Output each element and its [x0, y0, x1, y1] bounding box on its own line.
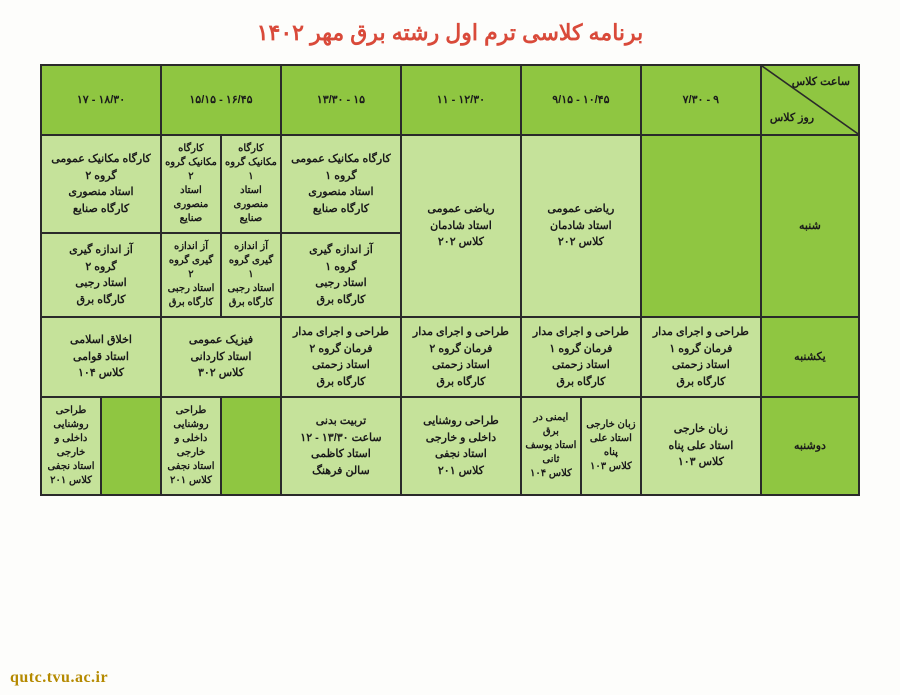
sun-c6: اخلاق اسلامیاستاد قوامیکلاس ۱۰۴ — [41, 317, 161, 397]
time-slot-6: ۱۸/۳۰ - ۱۷ — [41, 65, 161, 135]
sun-c4: طراحی و اجرای مدارفرمان گروه ۲استاد زحمت… — [281, 317, 401, 397]
mon-c5b: طراحی روشنایی داخلی و خارجیاستاد نجفیکلا… — [161, 397, 221, 495]
sun-c3: طراحی و اجرای مدارفرمان گروه ۲استاد زحمت… — [401, 317, 521, 397]
time-slot-5: ۱۶/۴۵ - ۱۵/۱۵ — [161, 65, 281, 135]
watermark: qutc.tvu.ac.ir — [10, 669, 108, 687]
mon-c2a: زبان خارجیاستاد علی پناهکلاس ۱۰۳ — [581, 397, 641, 495]
page-title: برنامه کلاسی ترم اول رشته برق مهر ۱۴۰۲ — [40, 20, 860, 46]
sun-c2: طراحی و اجرای مدارفرمان گروه ۱استاد زحمت… — [521, 317, 641, 397]
mon-c4: تربیت بدنیساعت ۱۳/۳۰ - ۱۲استاد کاظمیسالن… — [281, 397, 401, 495]
mon-c6b: طراحی روشنایی داخلی و خارجیاستاد نجفیکلا… — [41, 397, 101, 495]
mon-c5a-blank — [221, 397, 281, 495]
mon-row: دوشنبه زبان خارجیاستاد علی پناهکلاس ۱۰۳ … — [41, 397, 859, 495]
sat-slot1-blank — [641, 135, 761, 317]
day-monday: دوشنبه — [761, 397, 859, 495]
sat-mech-g1-half: کارگاه مکانیک گروه ۱استاد منصوریصنایع — [221, 135, 281, 233]
schedule-table: ساعت کلاس روز کلاس ۹ - ۷/۳۰ ۱۰/۴۵ - ۹/۱۵… — [40, 64, 860, 496]
corner-bottom-label: روز کلاس — [770, 110, 814, 127]
sat-row-top: شنبه ریاضی عمومیاستاد شادمانکلاس ۲۰۲ ریا… — [41, 135, 859, 233]
mon-c2b: ایمنی در برقاستاد یوسف ثانیکلاس ۱۰۴ — [521, 397, 581, 495]
sat-mech-g2: کارگاه مکانیک عمومیگروه ۲استاد منصوریکار… — [41, 135, 161, 233]
time-slot-1: ۹ - ۷/۳۰ — [641, 65, 761, 135]
mon-c1: زبان خارجیاستاد علی پناهکلاس ۱۰۳ — [641, 397, 761, 495]
corner-cell: ساعت کلاس روز کلاس — [761, 65, 859, 135]
sat-lab-g1: آز اندازه گیریگروه ۱استاد رجبیکارگاه برق — [281, 233, 401, 317]
sat-mech-g1: کارگاه مکانیک عمومیگروه ۱استاد منصوریکار… — [281, 135, 401, 233]
sun-row: یکشنبه طراحی و اجرای مدارفرمان گروه ۱است… — [41, 317, 859, 397]
sun-c5: فیزیک عمومیاستاد کاردانیکلاس ۳۰۲ — [161, 317, 281, 397]
corner-top-label: ساعت کلاس — [792, 74, 850, 91]
header-row: ساعت کلاس روز کلاس ۹ - ۷/۳۰ ۱۰/۴۵ - ۹/۱۵… — [41, 65, 859, 135]
sat-lab-g1-half: آز اندازه گیری گروه ۱استاد رجبیکارگاه بر… — [221, 233, 281, 317]
time-slot-4: ۱۵ - ۱۳/۳۰ — [281, 65, 401, 135]
mon-c3: طراحی روشناییداخلی و خارجیاستاد نجفیکلاس… — [401, 397, 521, 495]
mon-c6a-blank — [101, 397, 161, 495]
day-sunday: یکشنبه — [761, 317, 859, 397]
sat-math-1: ریاضی عمومیاستاد شادمانکلاس ۲۰۲ — [521, 135, 641, 317]
day-saturday: شنبه — [761, 135, 859, 317]
time-slot-2: ۱۰/۴۵ - ۹/۱۵ — [521, 65, 641, 135]
sat-lab-g2-half: آز اندازه گیری گروه ۲استاد رجبیکارگاه بر… — [161, 233, 221, 317]
sat-mech-g2-half: کارگاه مکانیک گروه ۲استاد منصوریصنایع — [161, 135, 221, 233]
sat-lab-g2: آز اندازه گیریگروه ۲استاد رجبیکارگاه برق — [41, 233, 161, 317]
time-slot-3: ۱۲/۳۰ - ۱۱ — [401, 65, 521, 135]
sun-c1: طراحی و اجرای مدارفرمان گروه ۱استاد زحمت… — [641, 317, 761, 397]
sat-math-2: ریاضی عمومیاستاد شادمانکلاس ۲۰۲ — [401, 135, 521, 317]
